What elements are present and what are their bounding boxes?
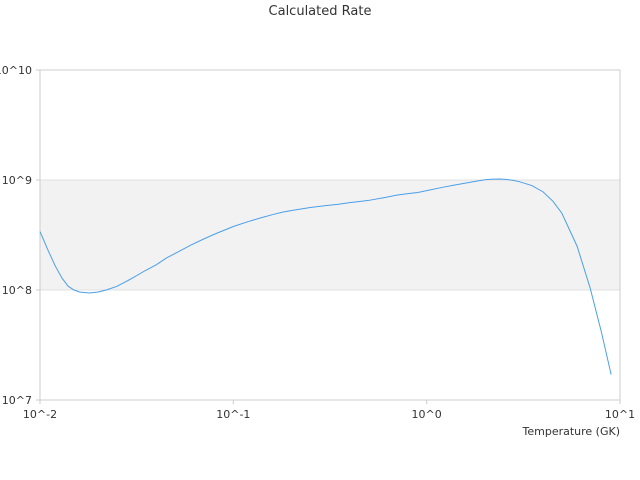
y-tick-label: 10^8: [2, 284, 32, 297]
shaded-band: [40, 180, 620, 290]
series-line: [39, 178, 612, 375]
x-tick-label: 10^-2: [23, 408, 57, 421]
chart-title: Calculated Rate: [268, 4, 372, 19]
x-axis-label: Temperature (GK): [522, 425, 621, 438]
y-tick-label: 10^9: [2, 174, 32, 187]
x-tick-label: 10^0: [412, 408, 442, 421]
x-tick-label: 10^1: [605, 408, 635, 421]
y-tick-label: 10^10: [0, 64, 32, 77]
plot-frame: [39, 69, 621, 401]
x-tick-label: 10^-1: [216, 408, 250, 421]
y-tick-label: 10^7: [2, 394, 32, 407]
